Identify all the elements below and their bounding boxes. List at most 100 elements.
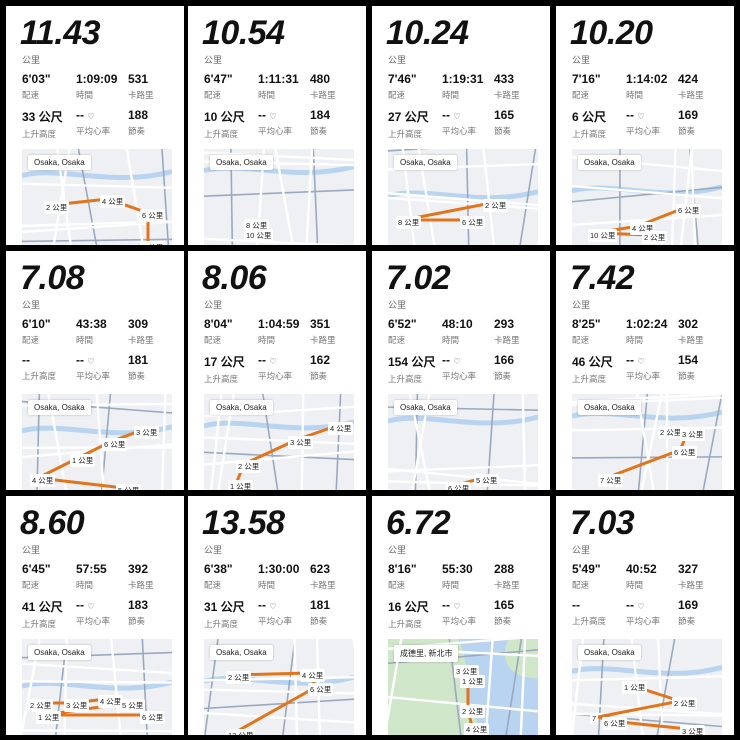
km-marker: 3 公里 — [64, 699, 90, 712]
route-map[interactable]: Osaka, Osaka 5 公里 6 公里 — [388, 394, 538, 490]
calories-label: 卡路里 — [494, 90, 520, 100]
pace-value: 6'38" — [204, 562, 233, 576]
route-map[interactable]: 成德里, 新北市 3 公里 1 公里 2 公里 4 公里 — [388, 639, 538, 735]
run-card-10[interactable]: 13.58 公里 6'38" 配速 1:30:00 時間 623 卡路里 31 … — [188, 496, 366, 735]
street — [22, 182, 172, 189]
pace-stat: 7'46" 配速 — [388, 72, 448, 101]
route-map[interactable]: Osaka, Osaka 6 公里 4 公里 10 公里 2 公里 — [572, 149, 722, 245]
route-map[interactable]: Osaka, Osaka 2 公里 8 公里 6 公里 — [388, 149, 538, 245]
calories-stat: 424 卡路里 — [678, 72, 734, 101]
run-card-1[interactable]: 11.43 公里 6'03" 配速 1:09:09 時間 531 卡路里 33 … — [6, 6, 184, 245]
calories-label: 卡路里 — [494, 335, 520, 345]
run-card-3[interactable]: 10.24 公里 7'46" 配速 1:19:31 時間 433 卡路里 27 … — [372, 6, 550, 245]
heart-rate-stat: -- ♡ 平均心率 — [442, 353, 502, 382]
river — [572, 664, 722, 676]
cadence-label: 節奏 — [494, 126, 512, 136]
time-stat: 1:04:59 時間 — [258, 317, 318, 346]
km-marker: 8 公里 — [140, 241, 166, 245]
river — [22, 169, 172, 181]
route-map[interactable]: Osaka, Osaka 2 公里 4 公里 6 公里 8 公里 — [22, 149, 172, 245]
street — [388, 149, 428, 152]
route-map[interactable]: Osaka, Osaka 2 公里 3 公里 6 公里 7 公里 — [572, 394, 722, 490]
distance-value: 10.24 — [386, 14, 469, 52]
pace-label: 配速 — [572, 580, 590, 590]
run-card-12[interactable]: 7.03 公里 5'49" 配速 40:52 時間 327 卡路里 -- 上升高… — [556, 496, 734, 735]
km-marker: 4 公里 — [98, 695, 124, 708]
run-card-2[interactable]: 10.54 公里 6'47" 配速 1:11:31 時間 480 卡路里 10 … — [188, 6, 366, 245]
cadence-stat: 184 節奏 — [310, 108, 366, 137]
calories-stat: 480 卡路里 — [310, 72, 366, 101]
route-map[interactable]: Osaka, Osaka 1 公里 2 公里 7 6 公里 3 公里 — [572, 639, 722, 735]
route-map[interactable]: Osaka, Osaka 4 公里 3 公里 2 公里 1 公里 — [204, 394, 354, 490]
cadence-label: 節奏 — [678, 616, 696, 626]
street — [204, 451, 354, 461]
pace-label: 配速 — [388, 335, 406, 345]
route-map[interactable]: Osaka, Osaka 8 公里 10 公里 — [204, 149, 354, 245]
heart-rate-label: 平均心率 — [626, 371, 661, 381]
heart-rate-label: 平均心率 — [626, 126, 661, 136]
calories-value: 433 — [494, 72, 515, 86]
pace-stat: 6'10" 配速 — [22, 317, 82, 346]
calories-value: 288 — [494, 562, 515, 576]
route-map[interactable]: Osaka, Osaka 2 公里 4 公里6 公里 12 公里 — [204, 639, 354, 735]
cadence-value: 165 — [494, 108, 515, 122]
location-tag: Osaka, Osaka — [578, 400, 641, 415]
cadence-stat: 183 節奏 — [128, 598, 184, 627]
cadence-value: 188 — [128, 108, 149, 122]
heart-rate-value: -- ♡ — [626, 353, 645, 367]
cadence-stat: 181 節奏 — [128, 353, 184, 382]
cadence-stat: 162 節奏 — [310, 353, 366, 382]
elevation-label: 上升高度 — [572, 616, 607, 626]
distance-value: 10.20 — [570, 14, 653, 52]
pace-value: 7'46" — [388, 72, 417, 86]
run-card-4[interactable]: 10.20 公里 7'16" 配速 1:14:02 時間 424 卡路里 6 公… — [556, 6, 734, 245]
cadence-value: 181 — [310, 598, 331, 612]
calories-label: 卡路里 — [678, 580, 704, 590]
street — [22, 729, 172, 733]
km-marker: 10 公里 — [244, 229, 274, 242]
cadence-label: 節奏 — [494, 616, 512, 626]
km-marker: 4 公里 — [464, 723, 490, 735]
street — [665, 394, 669, 490]
elevation-value: 154 公尺 — [388, 355, 436, 369]
run-card-7[interactable]: 7.02 公里 6'52" 配速 48:10 時間 293 卡路里 154 公尺… — [372, 251, 550, 490]
calories-value: 531 — [128, 72, 149, 86]
calories-value: 351 — [310, 317, 331, 331]
route-map[interactable]: Osaka, Osaka 2 公里 3 公里 4 公里 5 公里 1 公里 6 公里 — [22, 639, 172, 735]
calories-value: 293 — [494, 317, 515, 331]
km-marker: 6 公里 — [460, 216, 486, 229]
cadence-value: 183 — [128, 598, 149, 612]
run-card-8[interactable]: 7.42 公里 8'25" 配速 1:02:24 時間 302 卡路里 46 公… — [556, 251, 734, 490]
heart-rate-value: -- ♡ — [442, 598, 461, 612]
elevation-value: -- — [22, 353, 30, 367]
run-card-9[interactable]: 8.60 公里 6'45" 配速 57:55 時間 392 卡路里 41 公尺 … — [6, 496, 184, 735]
street — [702, 394, 722, 490]
pace-stat: 6'47" 配速 — [204, 72, 264, 101]
pace-stat: 8'16" 配速 — [388, 562, 448, 591]
cadence-stat: 165 節奏 — [494, 598, 550, 627]
run-card-5[interactable]: 7.08 公里 6'10" 配速 43:38 時間 309 卡路里 -- 上升高… — [6, 251, 184, 490]
distance-value: 7.03 — [570, 504, 635, 542]
distance-unit: 公里 — [572, 55, 591, 65]
elevation-label: 上升高度 — [572, 374, 607, 384]
elevation-stat: -- 上升高度 — [572, 598, 632, 627]
heart-rate-value: -- ♡ — [258, 108, 277, 122]
heart-rate-label: 平均心率 — [442, 616, 477, 626]
time-label: 時間 — [258, 580, 276, 590]
time-value: 1:19:31 — [442, 72, 484, 86]
calories-value: 327 — [678, 562, 699, 576]
street — [656, 639, 676, 735]
run-card-6[interactable]: 8.06 公里 8'04" 配速 1:04:59 時間 351 卡路里 17 公… — [188, 251, 366, 490]
time-stat: 1:19:31 時間 — [442, 72, 502, 101]
street — [204, 237, 354, 245]
distance-value: 10.54 — [202, 14, 285, 52]
km-marker: 2 公里 — [642, 231, 668, 244]
calories-stat: 309 卡路里 — [128, 317, 184, 346]
distance-value: 7.02 — [386, 259, 451, 297]
distance-unit: 公里 — [388, 545, 407, 555]
run-card-11[interactable]: 6.72 公里 8'16" 配速 55:30 時間 288 卡路里 16 公尺 … — [372, 496, 550, 735]
elevation-stat: 10 公尺 上升高度 — [204, 108, 264, 140]
route-map[interactable]: Osaka, Osaka 3 公里 6 公里 1 公里 4 公里 5 公里 — [22, 394, 172, 490]
location-tag: Osaka, Osaka — [28, 155, 91, 170]
km-marker: 6 公里 — [446, 482, 472, 490]
